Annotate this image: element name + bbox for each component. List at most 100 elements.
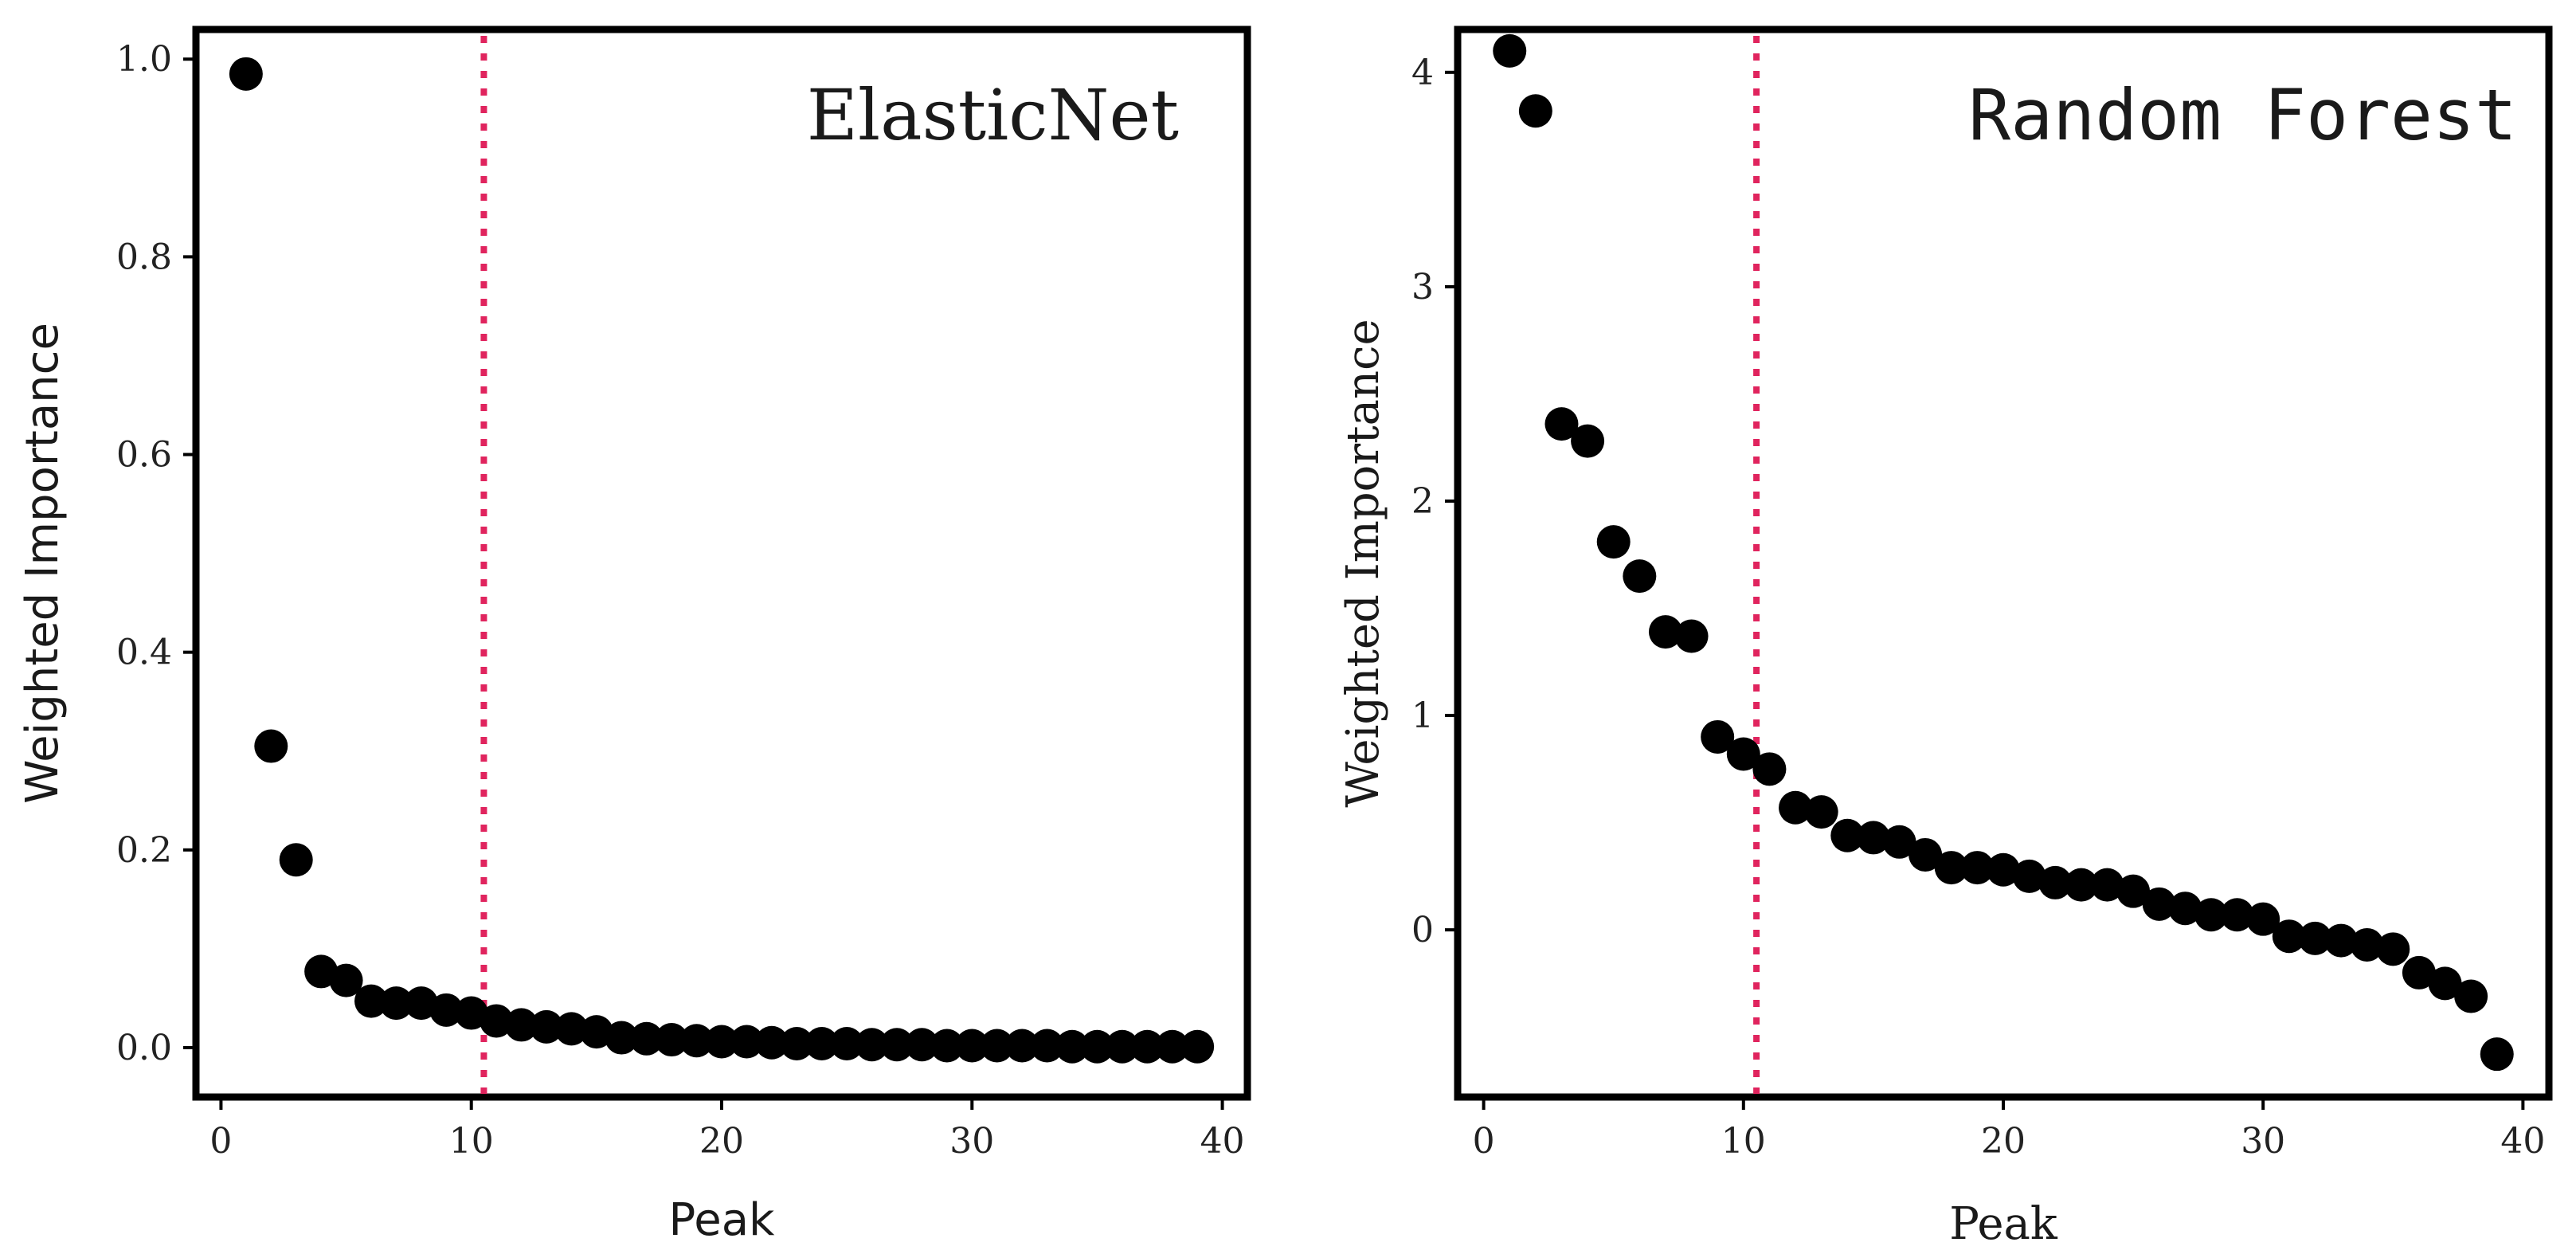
elasticnet-data-point: [930, 1029, 964, 1063]
random-forest-x-tick-label: 0: [1473, 1121, 1495, 1162]
elasticnet-data-point: [579, 1015, 613, 1049]
elasticnet-data-point: [1155, 1029, 1189, 1064]
random-forest-data-point: [2038, 865, 2073, 899]
elasticnet-data-point: [279, 843, 313, 877]
random-forest-data-point: [1701, 719, 1735, 754]
random-forest-y-tick-label: 4: [1411, 53, 1434, 93]
random-forest-data-point: [1623, 559, 1657, 594]
elasticnet-data-point: [1080, 1029, 1114, 1064]
random-forest-panel: 0 10 20 30 40 0 1 2 3 4 Random Forest Peak Weighted …: [1337, 25, 2553, 1250]
random-forest-x-tick-label: 30: [2241, 1121, 2285, 1162]
elasticnet-y-tick-label: 0.8: [116, 237, 172, 277]
elasticnet-data-point: [955, 1029, 989, 1063]
elasticnet-axes-frame: [192, 25, 1251, 1101]
elasticnet-y-tick-label: 0.6: [116, 435, 172, 476]
elasticnet-x-axis-label: Peak: [669, 1194, 776, 1246]
elasticnet-data-point: [1130, 1029, 1165, 1064]
random-forest-y-tick-label: 3: [1411, 267, 1434, 308]
random-forest-data-point: [1674, 619, 1709, 653]
elasticnet-x-tick-label: 20: [699, 1121, 744, 1162]
random-forest-data-point: [2298, 921, 2332, 955]
random-forest-y-tick-label: 1: [1411, 696, 1434, 736]
random-forest-data-point: [1987, 852, 2020, 887]
random-forest-data-point: [2480, 1037, 2514, 1072]
elasticnet-data-point: [354, 984, 388, 1018]
elasticnet-data-point: [730, 1025, 764, 1059]
random-forest-data-point: [1909, 837, 1943, 872]
elasticnet-panel: 0 10 20 30 40 0.0 0.2 0.4 0.6 0.8 1.0 ElasticNet Pea…: [17, 25, 1251, 1246]
elasticnet-data-point: [629, 1021, 664, 1056]
random-forest-data-point: [1779, 790, 1813, 825]
random-forest-data-point: [2142, 887, 2176, 921]
elasticnet-data-point: [404, 986, 438, 1021]
elasticnet-y-axis-label: Weighted Importance: [17, 323, 69, 804]
elasticnet-y-tick-label: 1.0: [116, 39, 172, 80]
random-forest-data-point: [1882, 825, 1916, 859]
elasticnet-data-point: [1030, 1029, 1064, 1063]
elasticnet-data-point: [830, 1027, 864, 1060]
random-forest-data-point: [2376, 932, 2410, 966]
elasticnet-data-point: [1005, 1029, 1039, 1063]
elasticnet-y-tick-label: 0.4: [116, 633, 172, 673]
elasticnet-data-point: [1105, 1029, 1139, 1064]
random-forest-data-point: [1752, 752, 1787, 786]
random-forest-data-point: [2220, 898, 2254, 932]
elasticnet-data-point: [855, 1028, 889, 1062]
elasticnet-y-tick-label: 0.2: [116, 830, 172, 871]
random-forest-x-tick-label: 10: [1721, 1121, 1766, 1162]
random-forest-data-point: [2194, 898, 2228, 932]
elasticnet-data-point: [679, 1024, 714, 1058]
elasticnet-data-point: [805, 1027, 839, 1060]
random-forest-data-point: [2324, 923, 2359, 958]
random-forest-data-point: [1544, 407, 1579, 441]
random-forest-data-point: [2428, 966, 2462, 1001]
elasticnet-data-point: [655, 1023, 689, 1057]
elasticnet-x-tick-label: 30: [949, 1121, 994, 1162]
random-forest-x-tick-label: 20: [1981, 1121, 2026, 1162]
elasticnet-x-tick-label: 40: [1200, 1121, 1245, 1162]
random-forest-y-tick-label: 0: [1411, 910, 1434, 950]
elasticnet-data-point: [229, 57, 263, 91]
elasticnet-title: ElasticNet: [807, 74, 1179, 156]
random-forest-data-point: [1493, 33, 1527, 68]
elasticnet-data-point: [480, 1004, 514, 1038]
random-forest-data-point: [2012, 859, 2046, 893]
elasticnet-data-point: [504, 1008, 538, 1042]
elasticnet-data-point: [780, 1027, 814, 1060]
elasticnet-data-point: [754, 1025, 789, 1060]
random-forest-data-point: [2454, 979, 2488, 1013]
random-forest-data-point: [1596, 525, 1631, 559]
random-forest-data-point: [1934, 851, 1968, 885]
elasticnet-data-point: [530, 1009, 563, 1044]
random-forest-data-point: [1830, 818, 1865, 852]
elasticnet-data-point: [605, 1021, 639, 1055]
elasticnet-data-point: [705, 1025, 738, 1059]
random-forest-x-tick-label: 40: [2500, 1121, 2545, 1162]
random-forest-data-point: [1571, 424, 1605, 458]
random-forest-data-point: [1726, 737, 1760, 771]
elasticnet-data-point: [880, 1028, 914, 1062]
random-forest-data-point: [2090, 868, 2124, 902]
elasticnet-data-point: [905, 1028, 939, 1062]
random-forest-data-point: [2272, 919, 2306, 954]
random-forest-data-point: [2064, 868, 2098, 902]
elasticnet-data-point: [1055, 1029, 1089, 1064]
elasticnet-data-point: [329, 963, 363, 997]
random-forest-data-point: [1804, 795, 1838, 829]
elasticnet-data-point: [554, 1012, 589, 1046]
random-forest-data-point: [1960, 851, 1995, 885]
elasticnet-data-point: [254, 729, 288, 763]
random-forest-data-point: [2350, 927, 2384, 962]
random-forest-data-point: [2402, 955, 2436, 989]
random-forest-data-point: [2168, 892, 2202, 926]
random-forest-title: Random Forest: [1968, 74, 2517, 156]
random-forest-data-point: [1518, 94, 1552, 128]
random-forest-y-axis-label: Weighted Importance: [1337, 319, 1389, 807]
elasticnet-y-tick-label: 0.0: [116, 1028, 172, 1068]
random-forest-data-point: [2246, 902, 2280, 936]
random-forest-data-point: [1856, 821, 1890, 855]
random-forest-data-point: [2116, 874, 2151, 908]
random-forest-x-axis-label: Peak: [1949, 1198, 2058, 1250]
elasticnet-x-tick-label: 10: [449, 1121, 494, 1162]
